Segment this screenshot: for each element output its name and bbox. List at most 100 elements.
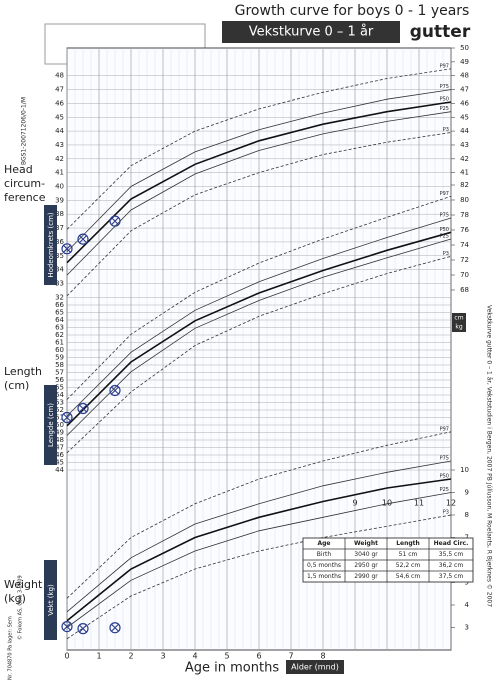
y-tick-label: 65 bbox=[55, 309, 64, 317]
unit-box bbox=[452, 322, 466, 332]
measurement-point bbox=[61, 411, 73, 424]
axis-label: Lengde (cm) bbox=[47, 403, 55, 447]
y-tick-label: 36 bbox=[55, 238, 64, 246]
y-tick-label: 35 bbox=[55, 252, 64, 260]
y2-tick-label: 80 bbox=[460, 196, 469, 204]
table-cell-text: 37,5 cm bbox=[439, 573, 464, 580]
x-tick-label: 3 bbox=[160, 652, 165, 661]
panel-label: Length bbox=[4, 365, 42, 378]
point-cross bbox=[79, 235, 87, 244]
y-tick-label: 45 bbox=[55, 459, 64, 467]
curve-label: P3 bbox=[443, 510, 449, 516]
y-tick-label: 33 bbox=[55, 279, 64, 287]
curve-label: P97 bbox=[440, 191, 449, 197]
measurement-point bbox=[109, 215, 121, 227]
axis-label-box bbox=[44, 385, 57, 465]
x-tick-label: 0 bbox=[64, 652, 69, 661]
x-tick-label: 8 bbox=[320, 652, 325, 661]
x-tick-label: 6 bbox=[256, 652, 261, 661]
point-ring bbox=[77, 623, 89, 635]
y-tick-label: 46 bbox=[55, 451, 64, 459]
y2-tick-label: 5 bbox=[465, 579, 469, 587]
point-cross bbox=[111, 386, 119, 395]
percentile-curve bbox=[66, 231, 452, 427]
y-tick-label: 56 bbox=[55, 376, 64, 384]
curve-label: P25 bbox=[440, 487, 449, 493]
x-local-box bbox=[286, 660, 344, 674]
table-cell-text: 2990 gr bbox=[354, 573, 378, 580]
curve-label: P50 bbox=[440, 474, 449, 480]
point-cross bbox=[63, 244, 71, 253]
table-cell-text: 52,2 cm bbox=[396, 562, 421, 569]
panel-label: ference bbox=[4, 191, 46, 204]
y-tick-label: 63 bbox=[55, 324, 64, 332]
point-ring bbox=[109, 384, 121, 397]
y2-tick-label: 41 bbox=[460, 169, 469, 177]
measurement-point bbox=[77, 623, 89, 635]
y-tick-label: 61 bbox=[55, 339, 64, 347]
y2-tick-label: 45 bbox=[460, 113, 469, 121]
panel-label: (kg) bbox=[4, 592, 26, 605]
curve-label: P3 bbox=[443, 251, 449, 257]
table-cell-text: 3040 gr bbox=[354, 551, 378, 558]
left-note: Nr. 704870 Pa lager: Sem bbox=[8, 616, 14, 680]
table-cell-text: 2950 gr bbox=[354, 562, 378, 569]
curve-label: P25 bbox=[440, 234, 449, 240]
point-cross bbox=[79, 624, 87, 633]
y-tick-label: 37 bbox=[55, 224, 64, 232]
y-tick-label: 55 bbox=[55, 384, 64, 392]
point-cross bbox=[111, 217, 119, 226]
y-tick-label: 59 bbox=[55, 354, 64, 362]
point-ring bbox=[77, 233, 89, 245]
y-tick-label: 41 bbox=[55, 169, 64, 177]
measurement-point bbox=[77, 233, 89, 245]
curve-label: P3 bbox=[443, 127, 449, 133]
curve-label: P75 bbox=[440, 84, 449, 90]
y-tick-label: 57 bbox=[55, 369, 64, 377]
y2-tick-label: 42 bbox=[460, 155, 469, 163]
y-tick-label: 62 bbox=[55, 331, 64, 339]
point-ring bbox=[77, 402, 89, 415]
panel-label: circum- bbox=[4, 177, 45, 190]
table-header: Head Circ. bbox=[434, 540, 469, 547]
y-tick-label: 49 bbox=[55, 429, 64, 437]
measurement-point bbox=[77, 402, 89, 415]
y-tick-label: 48 bbox=[55, 72, 64, 80]
y2-tick-label: 7 bbox=[465, 534, 469, 542]
unit-box bbox=[452, 313, 466, 323]
badge: gutter bbox=[410, 22, 471, 42]
y-tick-label: 51 bbox=[55, 414, 64, 422]
y-tick-label: 46 bbox=[55, 99, 64, 107]
y-tick-label: 32 bbox=[55, 293, 64, 301]
table-header: Length bbox=[396, 540, 420, 547]
y-tick-label: 47 bbox=[55, 86, 64, 94]
percentile-curve bbox=[66, 492, 452, 628]
x-tick-label: 5 bbox=[224, 652, 229, 661]
y2-tick-label: 10 bbox=[460, 466, 469, 474]
table-cell-text: 0,5 months bbox=[307, 562, 341, 569]
y2-tick-label: 70 bbox=[460, 271, 469, 279]
y2-tick-label: 3 bbox=[465, 624, 469, 632]
point-ring bbox=[61, 411, 73, 424]
percentile-curve bbox=[66, 255, 452, 454]
percentile-curve bbox=[66, 217, 452, 417]
axis-label-box bbox=[44, 205, 57, 285]
x-axis-label-local: Alder (mnd) bbox=[291, 663, 339, 672]
curve-label: P50 bbox=[440, 97, 449, 103]
y-tick-label: 66 bbox=[55, 301, 64, 309]
curve-label: P75 bbox=[440, 456, 449, 462]
table-cell-text: 54,6 cm bbox=[396, 573, 421, 580]
y-tick-label: 60 bbox=[55, 346, 64, 354]
percentile-curve bbox=[66, 514, 452, 640]
x-tick-label: 4 bbox=[192, 652, 197, 661]
point-cross bbox=[79, 404, 87, 413]
y2-tick-label: 50 bbox=[460, 44, 469, 52]
percentile-curve bbox=[66, 431, 452, 599]
y-tick-label: 40 bbox=[55, 183, 64, 191]
point-ring bbox=[109, 622, 121, 634]
y2-tick-label: 44 bbox=[460, 127, 469, 135]
point-ring bbox=[61, 243, 73, 255]
percentile-curve bbox=[66, 478, 452, 622]
y-tick-label: 48 bbox=[55, 436, 64, 444]
